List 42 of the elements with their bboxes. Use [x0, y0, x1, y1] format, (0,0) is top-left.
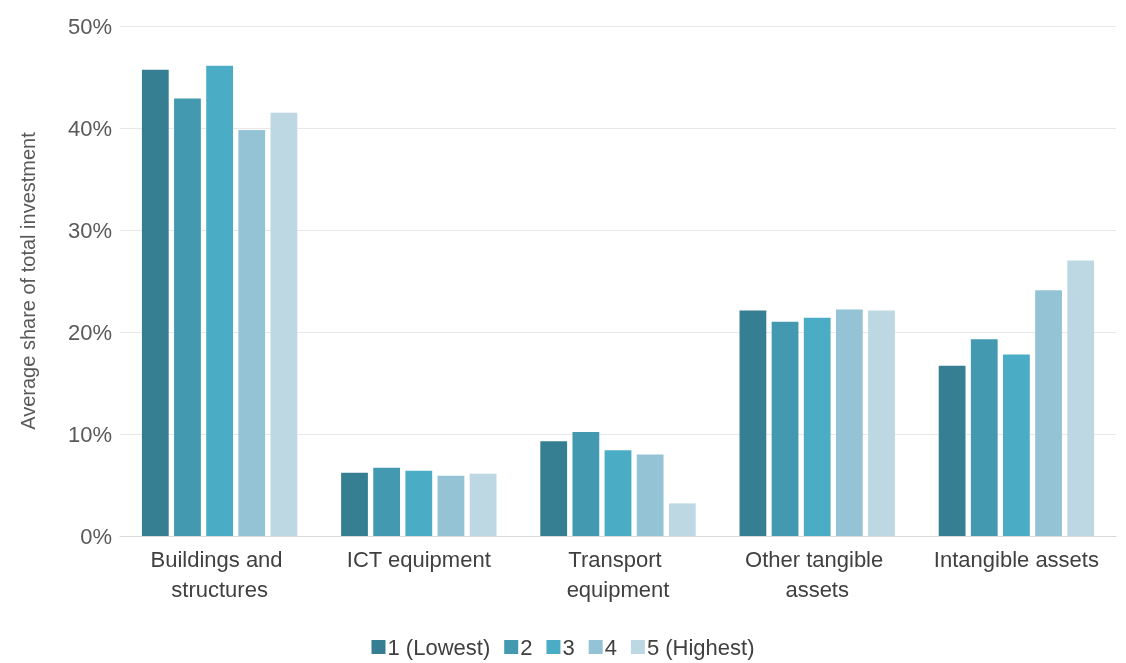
bar [1067, 260, 1095, 536]
bar [970, 339, 998, 536]
bar [341, 472, 368, 536]
y-tick-label: 10% [67, 421, 112, 447]
legend-label: 5 (Highest) [646, 634, 755, 660]
bar [238, 130, 266, 536]
y-tick-label: 30% [67, 217, 112, 243]
bar [572, 431, 600, 536]
bar [1035, 290, 1062, 536]
bar [206, 65, 233, 536]
legend-label: 1 (Lowest) [387, 634, 491, 660]
y-tick-label: 50% [67, 13, 112, 39]
bar [636, 454, 664, 536]
bar [405, 470, 433, 536]
bar [540, 441, 568, 536]
y-axis-title: Average share of total investment [17, 131, 39, 430]
bar [668, 503, 696, 536]
x-tick-label: Other tangible assets [745, 546, 890, 602]
bar [174, 98, 201, 536]
y-tick-label: 40% [67, 115, 112, 141]
bar [938, 365, 966, 536]
bar [835, 309, 863, 536]
x-tick-label: Intangible assets [933, 546, 1099, 572]
bar [771, 321, 799, 536]
bar [604, 450, 632, 536]
bar [373, 467, 401, 536]
y-tick-label: 0% [80, 523, 112, 549]
bar [141, 69, 169, 536]
y-tick-label: 20% [67, 319, 112, 345]
legend-label: 2 [520, 634, 533, 660]
bar [803, 317, 831, 536]
x-tick-label: ICT equipment [346, 546, 491, 572]
bar [739, 310, 767, 536]
bar [437, 475, 465, 536]
x-tick-label: Buildings and structures [150, 546, 289, 602]
x-tick-label: Transport equipment [566, 546, 670, 602]
legend-label: 4 [604, 634, 617, 660]
bar [270, 112, 298, 536]
legend-label: 3 [562, 634, 575, 660]
bar [868, 310, 895, 536]
bar [1003, 354, 1030, 536]
bar [469, 473, 497, 536]
